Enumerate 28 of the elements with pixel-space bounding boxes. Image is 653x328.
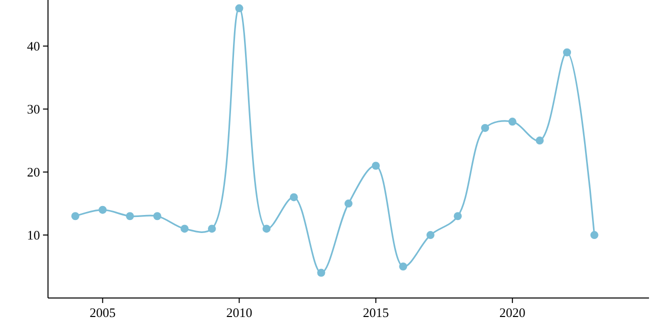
point xyxy=(454,212,462,220)
point xyxy=(262,224,271,233)
point xyxy=(98,206,107,214)
x-tick-label: 2005 xyxy=(90,305,116,320)
point xyxy=(126,212,134,220)
x-tick-label: 2020 xyxy=(499,305,526,320)
point xyxy=(508,118,516,126)
point xyxy=(290,193,298,202)
point xyxy=(372,162,380,170)
point xyxy=(590,231,598,240)
point xyxy=(235,4,244,12)
point xyxy=(153,212,162,220)
y-tick-label: 20 xyxy=(27,164,40,180)
point xyxy=(71,212,80,220)
y-tick-label: 40 xyxy=(27,38,40,54)
point xyxy=(481,124,490,132)
point xyxy=(536,136,544,145)
x-tick-label: 2010 xyxy=(226,305,252,320)
point xyxy=(344,200,352,208)
y-tick-label: 10 xyxy=(27,228,40,243)
point xyxy=(563,48,572,56)
point xyxy=(426,231,434,240)
point xyxy=(399,262,408,271)
x-tick-label: 2015 xyxy=(362,305,389,320)
point xyxy=(317,268,326,277)
point xyxy=(180,224,189,233)
point xyxy=(208,224,216,233)
y-tick-label: 30 xyxy=(27,102,40,117)
